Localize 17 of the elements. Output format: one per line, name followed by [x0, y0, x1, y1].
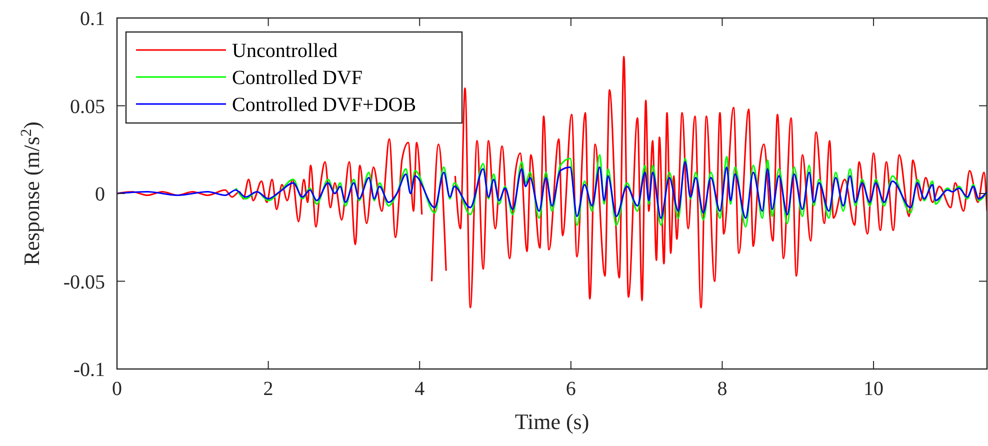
- y-tick-label: 0.1: [80, 8, 105, 30]
- y-tick-label: -0.1: [73, 359, 105, 381]
- y-tick-label: -0.05: [63, 271, 105, 294]
- legend-label: Uncontrolled: [232, 40, 338, 62]
- legend-label: Controlled DVF: [232, 67, 363, 89]
- y-tick-label: 0.05: [70, 96, 105, 118]
- y-tick-label: 0: [95, 184, 105, 206]
- legend-label: Controlled DVF+DOB: [232, 94, 416, 116]
- x-tick-label: 2: [263, 378, 274, 400]
- x-axis-title: Time (s): [514, 409, 590, 434]
- x-tick-label: 4: [414, 378, 425, 400]
- x-tick-label: 0: [112, 378, 122, 400]
- x-tick-label: 10: [864, 378, 884, 400]
- line-series: [234, 154, 987, 228]
- line-series: [117, 161, 987, 219]
- x-tick-label: 6: [566, 378, 576, 400]
- x-tick-label: 8: [717, 378, 728, 400]
